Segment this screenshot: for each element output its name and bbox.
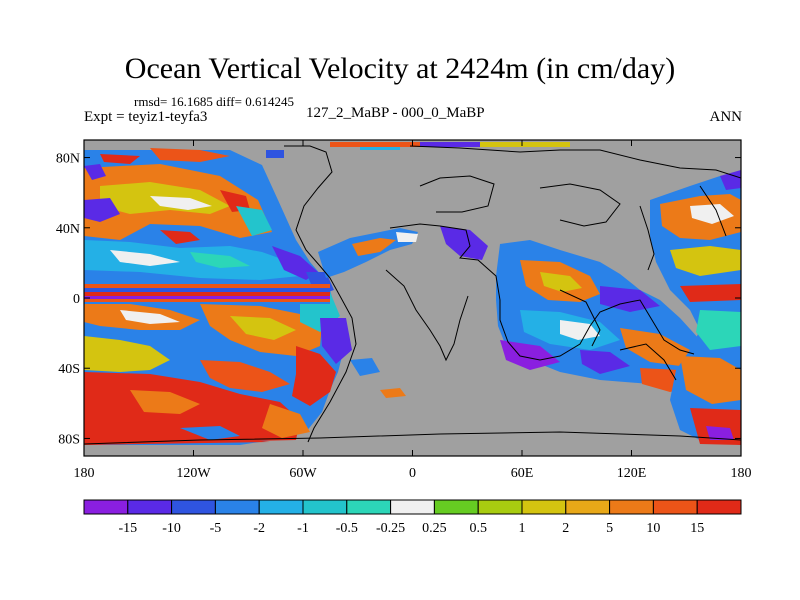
lon-tick-label: 180 — [731, 466, 752, 481]
lon-axis: 180 120W 60W 0 60E 120E 180 — [74, 140, 752, 481]
lon-tick-label: 180 — [74, 466, 95, 481]
colorbar-swatch — [214, 499, 260, 515]
colorbar-swatch — [696, 499, 742, 515]
lat-tick-label: 80N — [56, 152, 80, 167]
colorbar-label: -0.25 — [376, 521, 405, 536]
coastlines — [84, 145, 741, 445]
colorbar-swatch — [652, 499, 698, 515]
lat-tick-label: 80S — [58, 432, 80, 447]
lat-tick-label: 40N — [56, 222, 80, 237]
colorbar-label: -2 — [253, 521, 265, 536]
lon-tick-label: 0 — [409, 466, 416, 481]
lat-tick-label: 0 — [73, 292, 80, 307]
plot-title: Ocean Vertical Velocity at 2424m (in cm/… — [124, 52, 676, 85]
lon-tick-label: 60E — [511, 466, 534, 481]
colorbar-label: -1 — [297, 521, 309, 536]
colorbar-swatch — [390, 499, 435, 515]
colorbar-swatch — [171, 499, 216, 515]
season-label: ANN — [709, 109, 743, 125]
colorbar-label: 0.5 — [469, 521, 487, 536]
lon-tick-label: 120W — [176, 466, 211, 481]
colorbar-swatch — [521, 499, 567, 515]
colorbar-label: -0.5 — [336, 521, 358, 536]
lon-tick-label: 120E — [617, 466, 647, 481]
colorbar-label: 1 — [519, 521, 526, 536]
colorbar-label: -5 — [210, 521, 222, 536]
colorbar-swatch — [433, 499, 479, 515]
stats-text: rmsd= 16.1685 diff= 0.614245 — [134, 94, 294, 109]
colorbar-label: -10 — [162, 521, 181, 536]
colorbar-swatch — [609, 499, 654, 515]
ocean-arctic — [266, 142, 570, 158]
colorbar-label: 10 — [646, 521, 660, 536]
colorbar-swatch — [565, 499, 611, 515]
ocean-pacific-west — [650, 170, 741, 445]
colorbar-swatch — [258, 499, 304, 515]
equatorial-bands — [84, 284, 330, 304]
colorbar-swatch — [477, 499, 523, 515]
colorbar-label: 2 — [562, 521, 569, 536]
colorbar-swatch — [127, 499, 173, 515]
map-area — [84, 140, 741, 456]
colorbar: -15 -10 -5 -2 -1 -0.5 -0.25 0.25 0.5 1 2 5 10 15 — [83, 499, 742, 536]
lat-tick-label: 40S — [58, 362, 80, 377]
colorbar-label: 0.25 — [422, 521, 447, 536]
colorbar-swatch — [83, 499, 129, 515]
ocean-atlantic — [318, 228, 418, 398]
colorbar-swatch — [346, 499, 392, 515]
case-label: 127_2_MaBP - 000_0_MaBP — [306, 105, 485, 121]
lat-axis: 80N 40N 0 40S 80S — [56, 152, 741, 447]
experiment-label: Expt = teyiz1-teyfa3 — [84, 109, 208, 125]
colorbar-swatch — [302, 499, 348, 515]
colorbar-label: -15 — [118, 521, 137, 536]
colorbar-label: 5 — [606, 521, 613, 536]
colorbar-label: 15 — [690, 521, 704, 536]
lon-tick-label: 60W — [289, 466, 317, 481]
